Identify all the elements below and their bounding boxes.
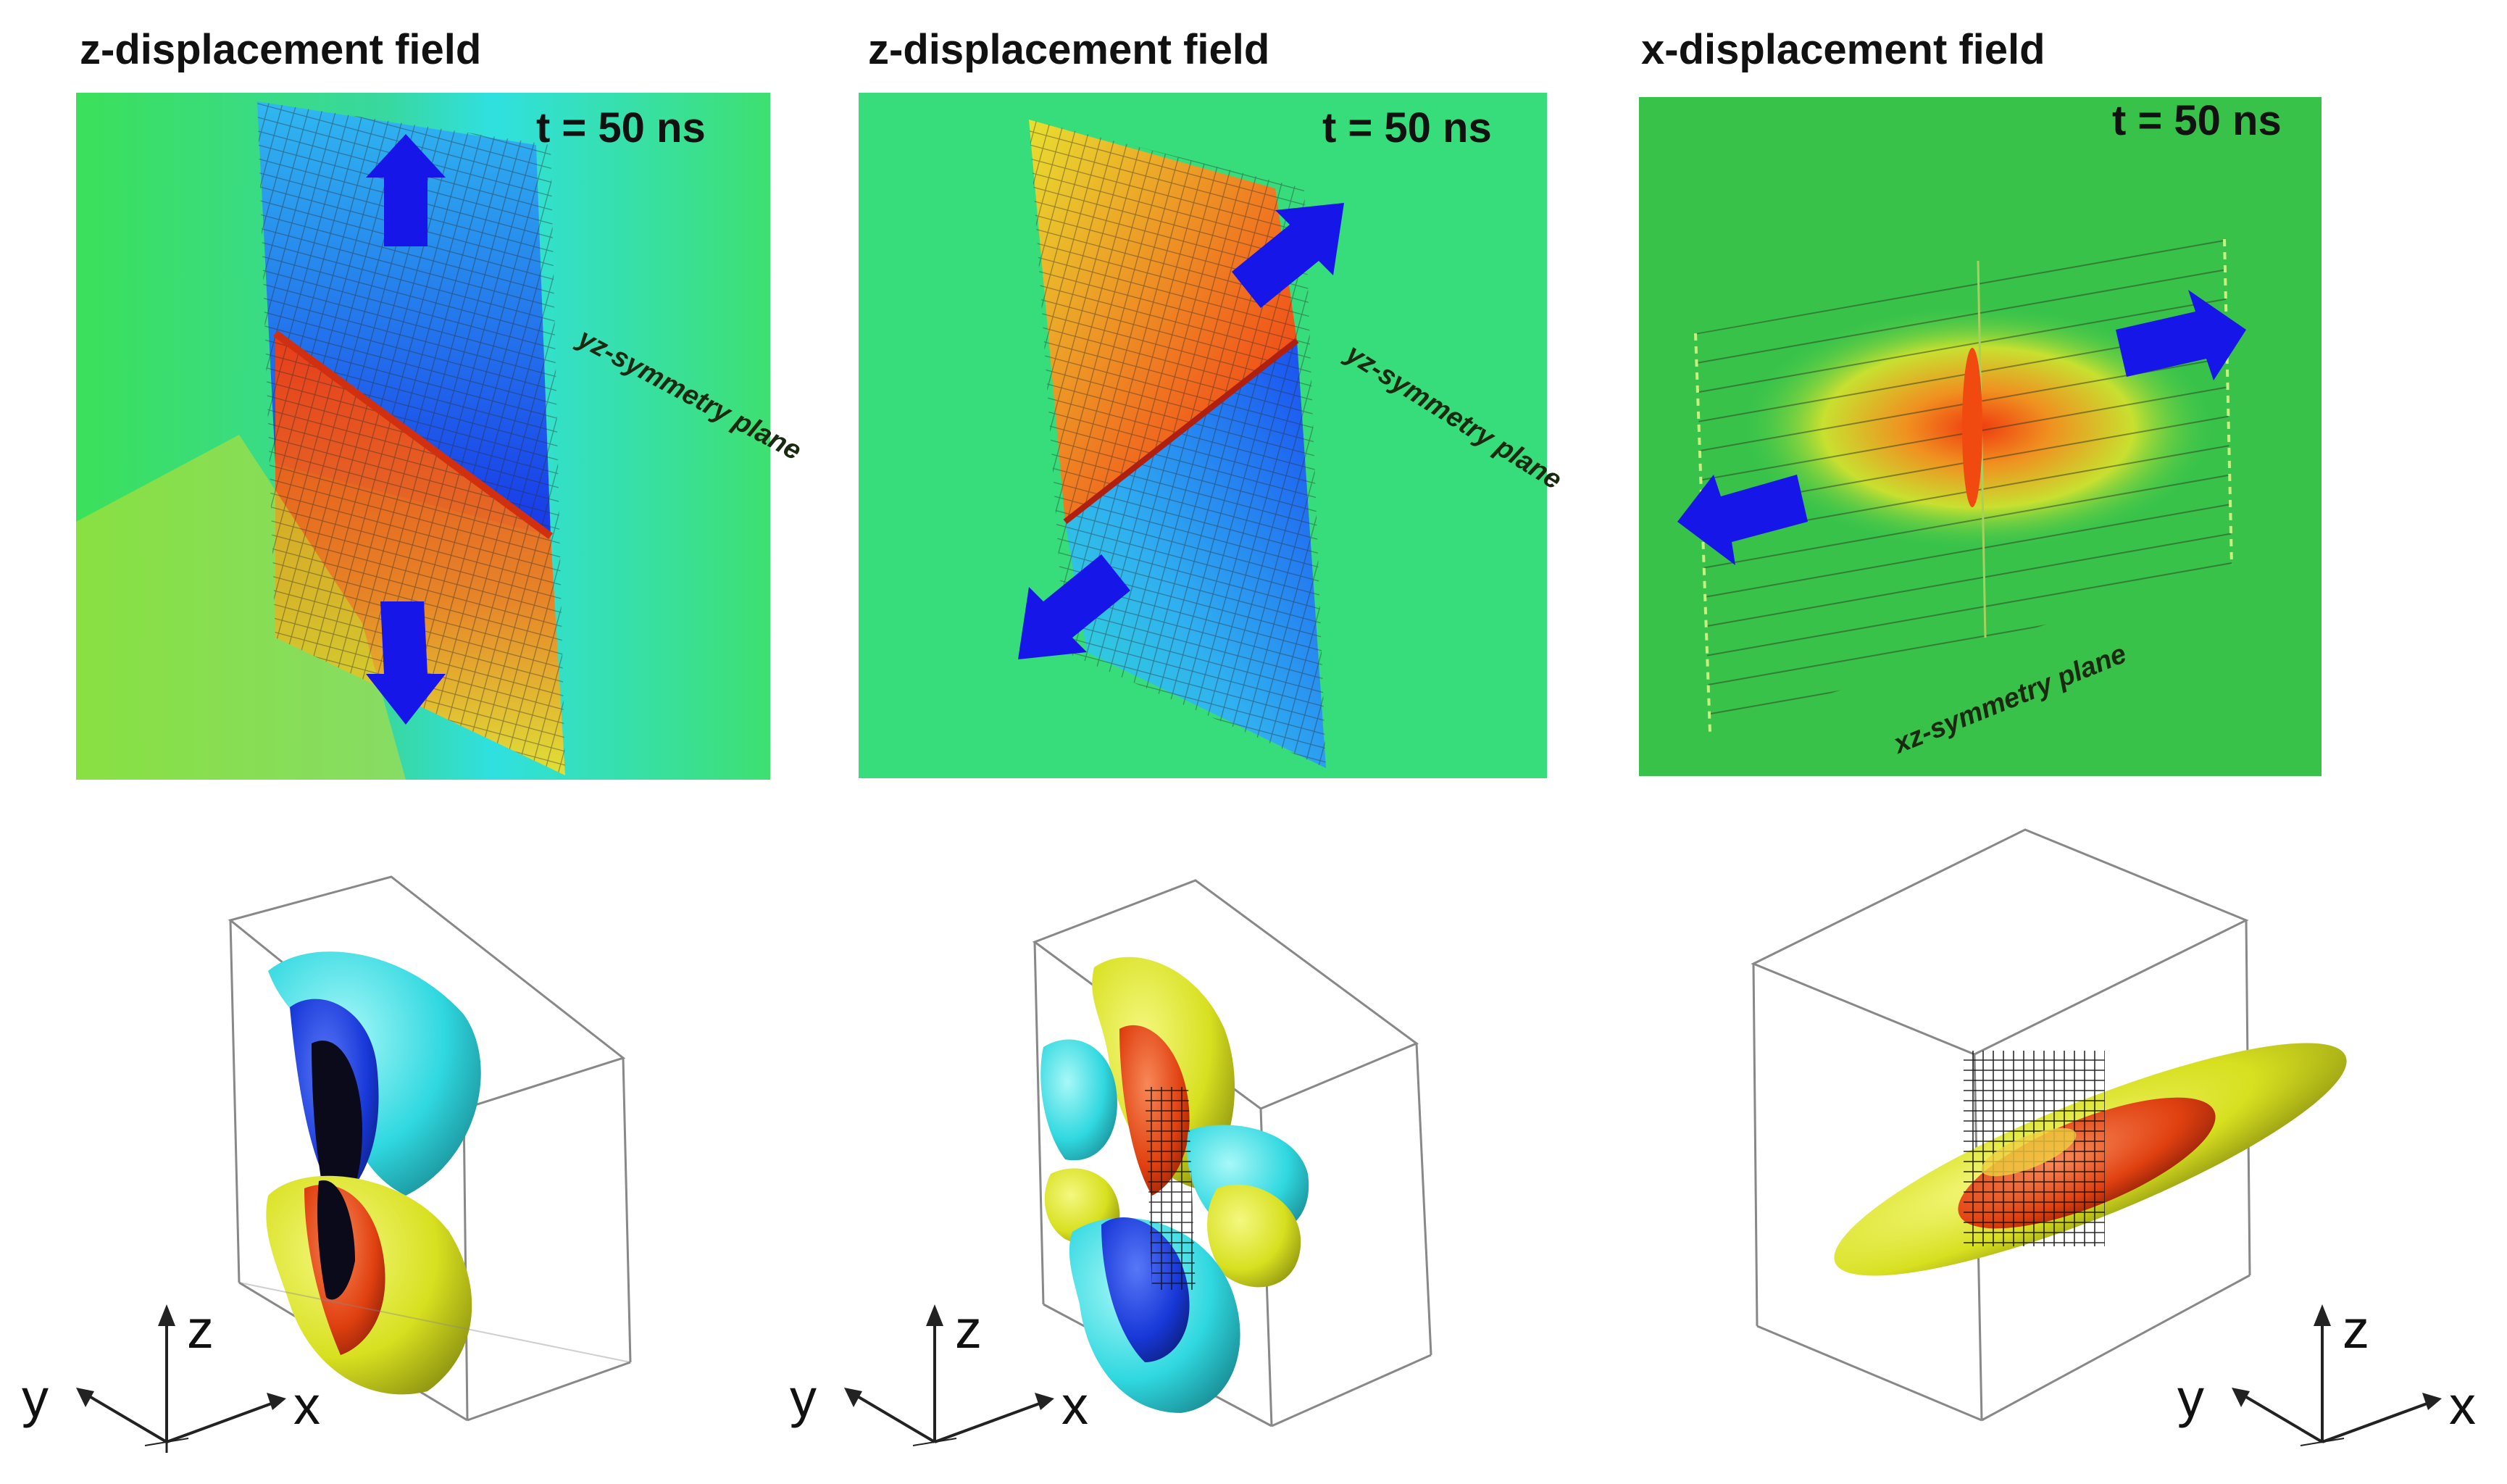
axis-3-y-label: y [2177,1368,2204,1428]
panel-2-isosurface [1032,879,1432,1427]
axes-triad-2: z y x [790,1299,1088,1446]
panel-3-title: x-displacement field [1641,26,2045,73]
panel-3-field-map: x-displacement field t = 50 ns xz-symmet… [1639,26,2322,776]
panel-1-time-label: t = 50 ns [536,104,706,151]
panel-1-isosurface [228,875,632,1422]
panel-3-isosurface [1751,828,2347,1422]
panel-2-arrow-up-right-icon [1232,203,1344,308]
panel-2-title: z-displacement field [868,26,1269,73]
axis-3-z-label: z [2343,1299,2369,1359]
panel-1-field-map: z-displacement field t = 50 ns yz-symmet… [76,26,806,780]
panel-1-title: z-displacement field [80,26,481,73]
panel-3-arrow-right-icon [2116,290,2246,380]
panel-3-time-label: t = 50 ns [2112,97,2282,144]
panel-2-arrow-down-left-icon [1018,554,1130,659]
axes-triad-3: z y x [2177,1299,2476,1446]
axis-2-y-label: y [790,1368,817,1428]
panel-1-arrow-up-icon [366,134,446,246]
axis-1-z-label: z [187,1299,214,1359]
axis-3-x-label: x [2449,1375,2476,1435]
axis-1-y-label: y [22,1368,49,1428]
panel-2-field-map: z-displacement field t = 50 ns yz-symmet… [859,26,1567,778]
axis-1-x-label: x [293,1375,320,1435]
panel-2-time-label: t = 50 ns [1322,104,1492,151]
panel-3-arrow-left-icon [1677,475,1808,565]
axes-triad-1: z y x [22,1299,320,1453]
axis-2-x-label: x [1061,1375,1088,1435]
axis-2-z-label: z [955,1299,982,1359]
panel-1-arrow-down-icon [366,601,446,725]
